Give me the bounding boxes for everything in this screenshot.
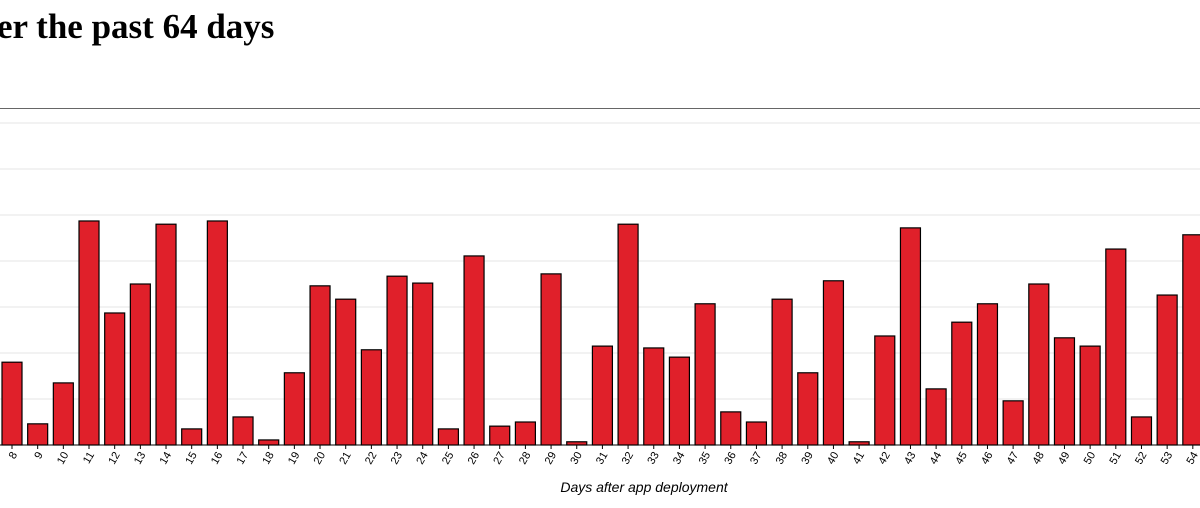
bar — [78, 220, 100, 446]
bar — [745, 421, 768, 446]
bar — [643, 347, 665, 446]
x-tick-label: 12 — [106, 450, 123, 467]
x-tick-label: 14 — [158, 450, 175, 467]
x-tick-label: 27 — [491, 450, 508, 467]
x-tick-label: 52 — [1133, 450, 1150, 467]
x-tick-label: 23 — [389, 450, 406, 467]
x-tick-label: 17 — [235, 450, 252, 467]
x-tick-label: 41 — [851, 450, 868, 467]
x-tick-label: 26 — [466, 450, 483, 467]
bar — [181, 428, 203, 446]
x-tick-label: 29 — [543, 450, 560, 467]
x-tick-label: 51 — [1107, 450, 1124, 467]
x-tick-label: 35 — [697, 450, 714, 467]
bar — [52, 382, 74, 446]
bar — [129, 283, 151, 446]
bar — [1156, 294, 1178, 446]
x-tick-label: 40 — [825, 450, 842, 467]
bar — [1002, 400, 1024, 446]
bar — [540, 273, 562, 446]
x-tick-label: 30 — [568, 450, 585, 467]
bar — [335, 298, 357, 446]
x-tick-label: 31 — [594, 450, 611, 467]
x-tick-label: 10 — [55, 450, 72, 467]
bar — [1105, 248, 1127, 446]
bar — [668, 356, 691, 446]
x-tick-label: 19 — [286, 450, 303, 467]
x-tick-label: 32 — [620, 450, 637, 467]
x-tick-label: 24 — [414, 450, 431, 467]
bar — [822, 280, 845, 446]
bar — [1182, 234, 1200, 446]
bar — [258, 439, 280, 446]
x-tick-label: 33 — [645, 450, 662, 467]
bar — [489, 425, 511, 446]
x-tick-label: 18 — [260, 450, 277, 467]
chart-title: er the past 64 days — [0, 7, 274, 46]
x-tick-label: 22 — [363, 450, 380, 467]
x-tick-label: 47 — [1005, 450, 1022, 467]
bar — [617, 223, 639, 446]
bar — [797, 372, 819, 446]
bar — [437, 428, 459, 446]
x-tick-label: 53 — [1159, 450, 1176, 467]
x-tick-label: 38 — [774, 450, 791, 467]
x-tick-label: 42 — [876, 450, 893, 467]
x-tick-label: 46 — [979, 450, 996, 467]
bar — [925, 388, 947, 446]
bar — [1079, 345, 1101, 446]
bar — [463, 255, 485, 446]
bar — [694, 303, 716, 446]
bar — [232, 416, 254, 446]
x-tick-label: 15 — [183, 450, 200, 467]
x-tick-label: 20 — [312, 450, 329, 467]
x-tick-label: 16 — [209, 450, 226, 467]
bar — [720, 411, 742, 446]
bar — [309, 285, 331, 446]
x-tick-label: 37 — [748, 450, 765, 467]
x-tick-label: 8 — [7, 450, 20, 461]
bar — [386, 275, 408, 446]
bar — [206, 220, 228, 446]
bar — [155, 223, 177, 446]
bar — [874, 335, 896, 446]
x-tick-label: 45 — [953, 450, 970, 467]
bar — [360, 349, 382, 446]
bar — [1028, 283, 1050, 446]
bar — [27, 423, 49, 446]
x-tick-label: 54 — [1184, 450, 1200, 467]
bar — [951, 321, 973, 446]
bar — [1130, 416, 1153, 446]
bar — [771, 298, 793, 446]
x-axis-label: Days after app deployment — [560, 479, 728, 495]
bar — [283, 372, 305, 446]
bar — [514, 421, 537, 446]
bar — [1, 361, 23, 446]
x-tick-label: 49 — [1056, 450, 1073, 467]
x-tick-label: 28 — [517, 450, 534, 467]
x-tick-label: 9 — [32, 450, 45, 461]
x-tick-label: 44 — [928, 450, 945, 467]
x-tick-label: 48 — [1030, 450, 1047, 467]
bar — [104, 312, 126, 446]
bar — [1053, 337, 1076, 446]
x-tick-label: 25 — [440, 450, 457, 467]
x-tick-label: 11 — [81, 450, 97, 466]
x-tick-label: 50 — [1082, 450, 1099, 467]
bar — [899, 227, 922, 446]
bar — [412, 282, 434, 446]
x-tick-label: 34 — [671, 450, 688, 467]
x-tick-label: 13 — [132, 450, 149, 467]
bar — [591, 345, 614, 446]
bar — [976, 303, 999, 446]
x-tick-label: 21 — [337, 450, 354, 467]
x-tick-label: 43 — [902, 450, 919, 467]
x-tick-label: 36 — [722, 450, 739, 467]
x-tick-label: 39 — [799, 450, 816, 467]
